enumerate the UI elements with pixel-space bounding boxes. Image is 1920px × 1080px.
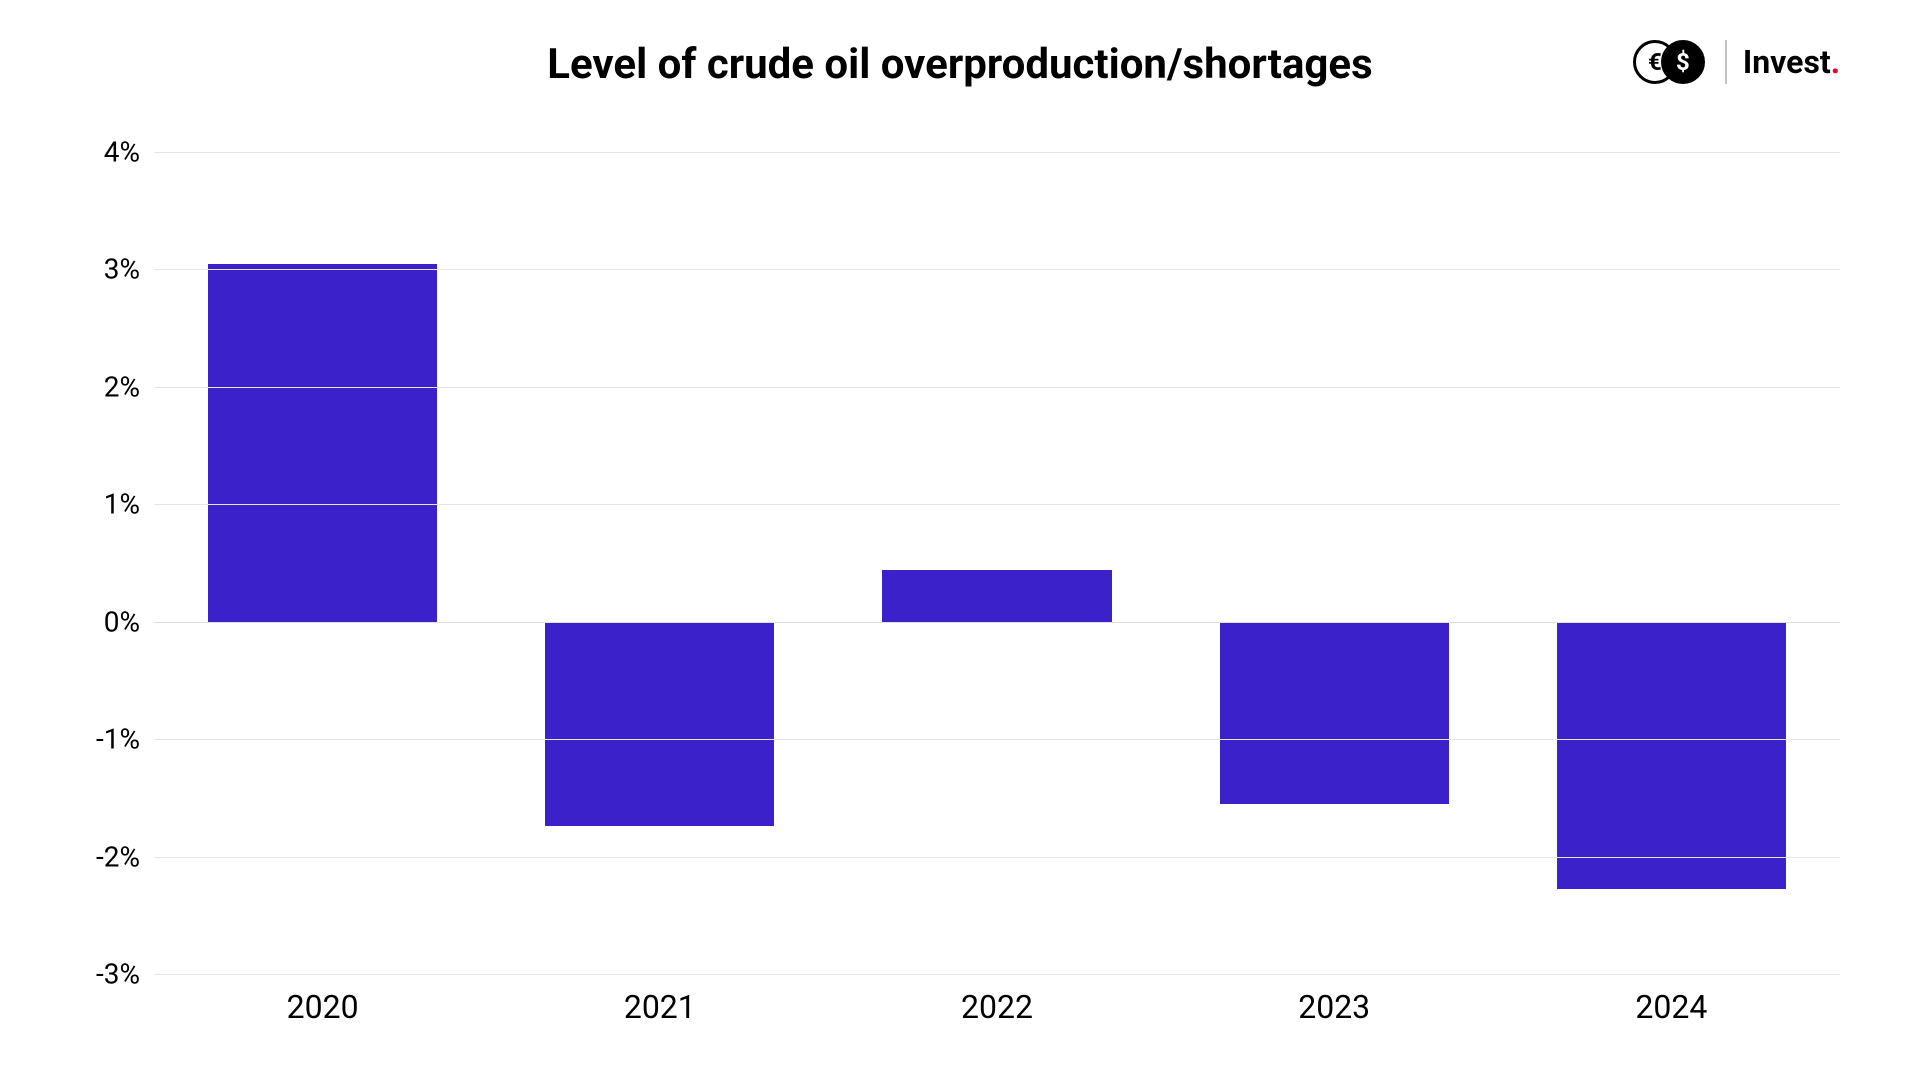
gridline [154,387,1840,388]
bar [1557,622,1786,890]
x-tick-label: 2021 [624,988,696,1026]
plot-region: -3%-2%-1%0%1%2%3%4% [154,152,1840,974]
x-tick-label: 2022 [961,988,1033,1026]
brand-dot: . [1831,43,1840,81]
y-tick-label: -2% [96,840,140,873]
gridline [154,152,1840,153]
gridline [154,622,1840,623]
dollar-coin-icon: $ [1661,40,1705,84]
y-tick-label: 3% [104,253,140,286]
brand-logo: € $ Invest. [1633,38,1840,86]
gridline [154,857,1840,858]
currency-coins-icon: € $ [1633,38,1709,86]
bars-container [154,152,1840,974]
brand-text: Invest [1743,43,1831,81]
y-tick-label: 1% [104,488,140,521]
bar [1220,622,1449,804]
y-tick-label: -1% [96,723,140,756]
gridline [154,269,1840,270]
gridline [154,504,1840,505]
brand-name: Invest. [1743,43,1840,81]
x-tick-label: 2020 [287,988,359,1026]
y-tick-label: -3% [96,958,140,991]
bar [882,570,1111,622]
y-tick-label: 4% [104,136,140,169]
x-axis-labels: 2020 2021 2022 2023 2024 [154,974,1840,1030]
chart-area: -3%-2%-1%0%1%2%3%4% 20202021202220232024 [60,130,1840,1030]
bar [208,264,437,622]
bar [545,622,774,826]
y-tick-label: 0% [104,605,140,638]
y-tick-label: 2% [104,370,140,403]
gridline [154,739,1840,740]
x-tick-label: 2024 [1635,988,1707,1026]
x-tick-label: 2023 [1298,988,1370,1026]
logo-divider [1725,40,1727,84]
chart-title: Level of crude oil overproduction/shorta… [547,40,1372,89]
